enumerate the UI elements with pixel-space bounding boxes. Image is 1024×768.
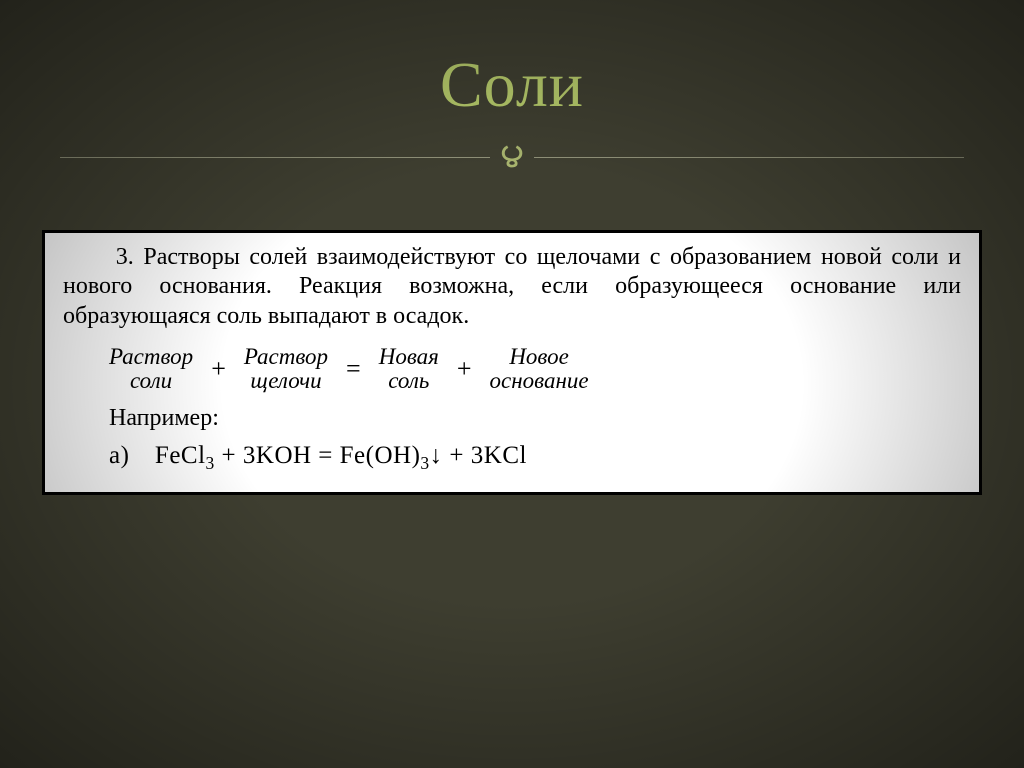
scheme-term-3: Новая соль xyxy=(379,345,439,393)
scheme-term-3-line2: соль xyxy=(379,369,439,393)
scheme-term-2-line1: Раствор xyxy=(244,345,328,369)
scheme-term-4-line2: основание xyxy=(490,369,589,393)
title-divider: ౪ xyxy=(60,140,964,174)
scheme-term-4-line1: Новое xyxy=(490,345,589,369)
scheme-term-3-line1: Новая xyxy=(379,345,439,369)
page-title: Соли xyxy=(0,0,1024,122)
divider-line-right xyxy=(534,157,964,158)
scheme-term-4: Новое основание xyxy=(490,345,589,393)
divider-line-left xyxy=(60,157,490,158)
example-label: Например: xyxy=(63,405,961,432)
scheme-term-1-line2: соли xyxy=(109,369,193,393)
scheme-term-2-line2: щелочи xyxy=(244,369,328,393)
scheme-term-2: Раствор щелочи xyxy=(244,345,328,393)
body-paragraph: 3. Растворы солей взаимодействуют со щел… xyxy=(63,243,961,331)
scheme-op-equals: = xyxy=(346,354,361,384)
scheme-term-1: Раствор соли xyxy=(109,345,193,393)
reaction-scheme: Раствор соли + Раствор щелочи = Новая со… xyxy=(63,345,961,393)
scheme-op-plus-1: + xyxy=(211,354,226,384)
scheme-term-1-line1: Раствор xyxy=(109,345,193,369)
equation-a: а) FeCl3 + 3KOH = Fe(OH)3↓ + 3KCl xyxy=(63,442,961,474)
flourish-icon: ౪ xyxy=(490,140,533,174)
scheme-op-plus-2: + xyxy=(457,354,472,384)
content-box: 3. Растворы солей взаимодействуют со щел… xyxy=(42,230,982,495)
